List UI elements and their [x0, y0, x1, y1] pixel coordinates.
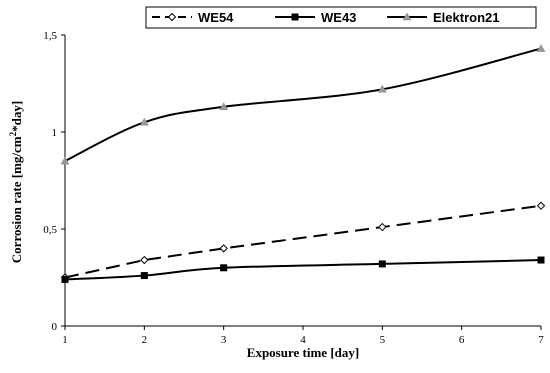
- y-axis-title-unit: *day]: [9, 101, 24, 132]
- data-point-we54: [536, 201, 546, 210]
- data-point-we43: [61, 275, 69, 283]
- data-point-we43: [140, 272, 148, 280]
- legend-label-elektron21: Elektron21: [433, 10, 499, 25]
- series-line-elektron21: [64, 47, 542, 162]
- y-tick-label: 1: [52, 127, 58, 139]
- y-axis-ticks: 0 0,5 1 1,5: [43, 30, 65, 333]
- x-tick-label: 4: [300, 334, 306, 346]
- data-point-elektron21: [219, 102, 229, 111]
- data-point-elektron21: [139, 117, 149, 126]
- x-tick-label: 2: [142, 334, 148, 346]
- x-tick-label: 6: [459, 334, 465, 346]
- series-line-we43: [64, 259, 542, 281]
- legend-entry-we43: WE43: [275, 10, 356, 25]
- legend-box: [145, 6, 537, 29]
- data-point-we54: [219, 244, 228, 253]
- y-tick-label: 0: [52, 321, 58, 333]
- axes: 0 0,5 1 1,5 1 2 3 4 5 6 7: [43, 30, 544, 346]
- legend-marker-elektron21: [402, 12, 412, 21]
- y-tick-label: 0,5: [43, 224, 57, 236]
- legend: WE54 WE43 Elektron21: [145, 6, 537, 29]
- data-point-we43: [220, 264, 228, 272]
- y-axis-title-main: Corrosion rate [mg/cm: [9, 136, 24, 263]
- x-axis-ticks: 1 2 3 4 5 6 7: [62, 326, 544, 346]
- series-we43: [61, 256, 545, 283]
- series-elektron21: [60, 44, 546, 165]
- legend-marker-we43: [291, 13, 299, 21]
- x-tick-label: 5: [380, 334, 386, 346]
- series-we54: [60, 201, 546, 282]
- y-axis-title: Corrosion rate [mg/cm2*day]: [8, 101, 24, 263]
- x-tick-label: 7: [538, 334, 544, 346]
- data-point-we54: [378, 222, 387, 232]
- y-axis-title-superscript: 2: [8, 131, 18, 136]
- legend-entry-we54: WE54: [152, 10, 234, 25]
- legend-entry-elektron21: Elektron21: [387, 10, 499, 25]
- legend-label-we54: WE54: [198, 10, 234, 25]
- x-tick-label: 1: [62, 334, 68, 346]
- data-point-elektron21: [60, 156, 70, 165]
- series-line-we54: [64, 204, 542, 279]
- series-layer: [60, 44, 546, 283]
- data-point-we43: [537, 256, 545, 264]
- data-point-we54: [140, 255, 149, 265]
- data-point-we43: [378, 260, 386, 268]
- legend-marker-we54: [167, 12, 177, 22]
- legend-label-we43: WE43: [321, 10, 356, 25]
- data-point-elektron21: [536, 44, 546, 52]
- x-tick-label: 3: [221, 334, 227, 346]
- data-point-elektron21: [377, 84, 387, 93]
- y-tick-label: 1,5: [43, 30, 57, 42]
- x-axis-title: Exposure time [day]: [247, 345, 359, 360]
